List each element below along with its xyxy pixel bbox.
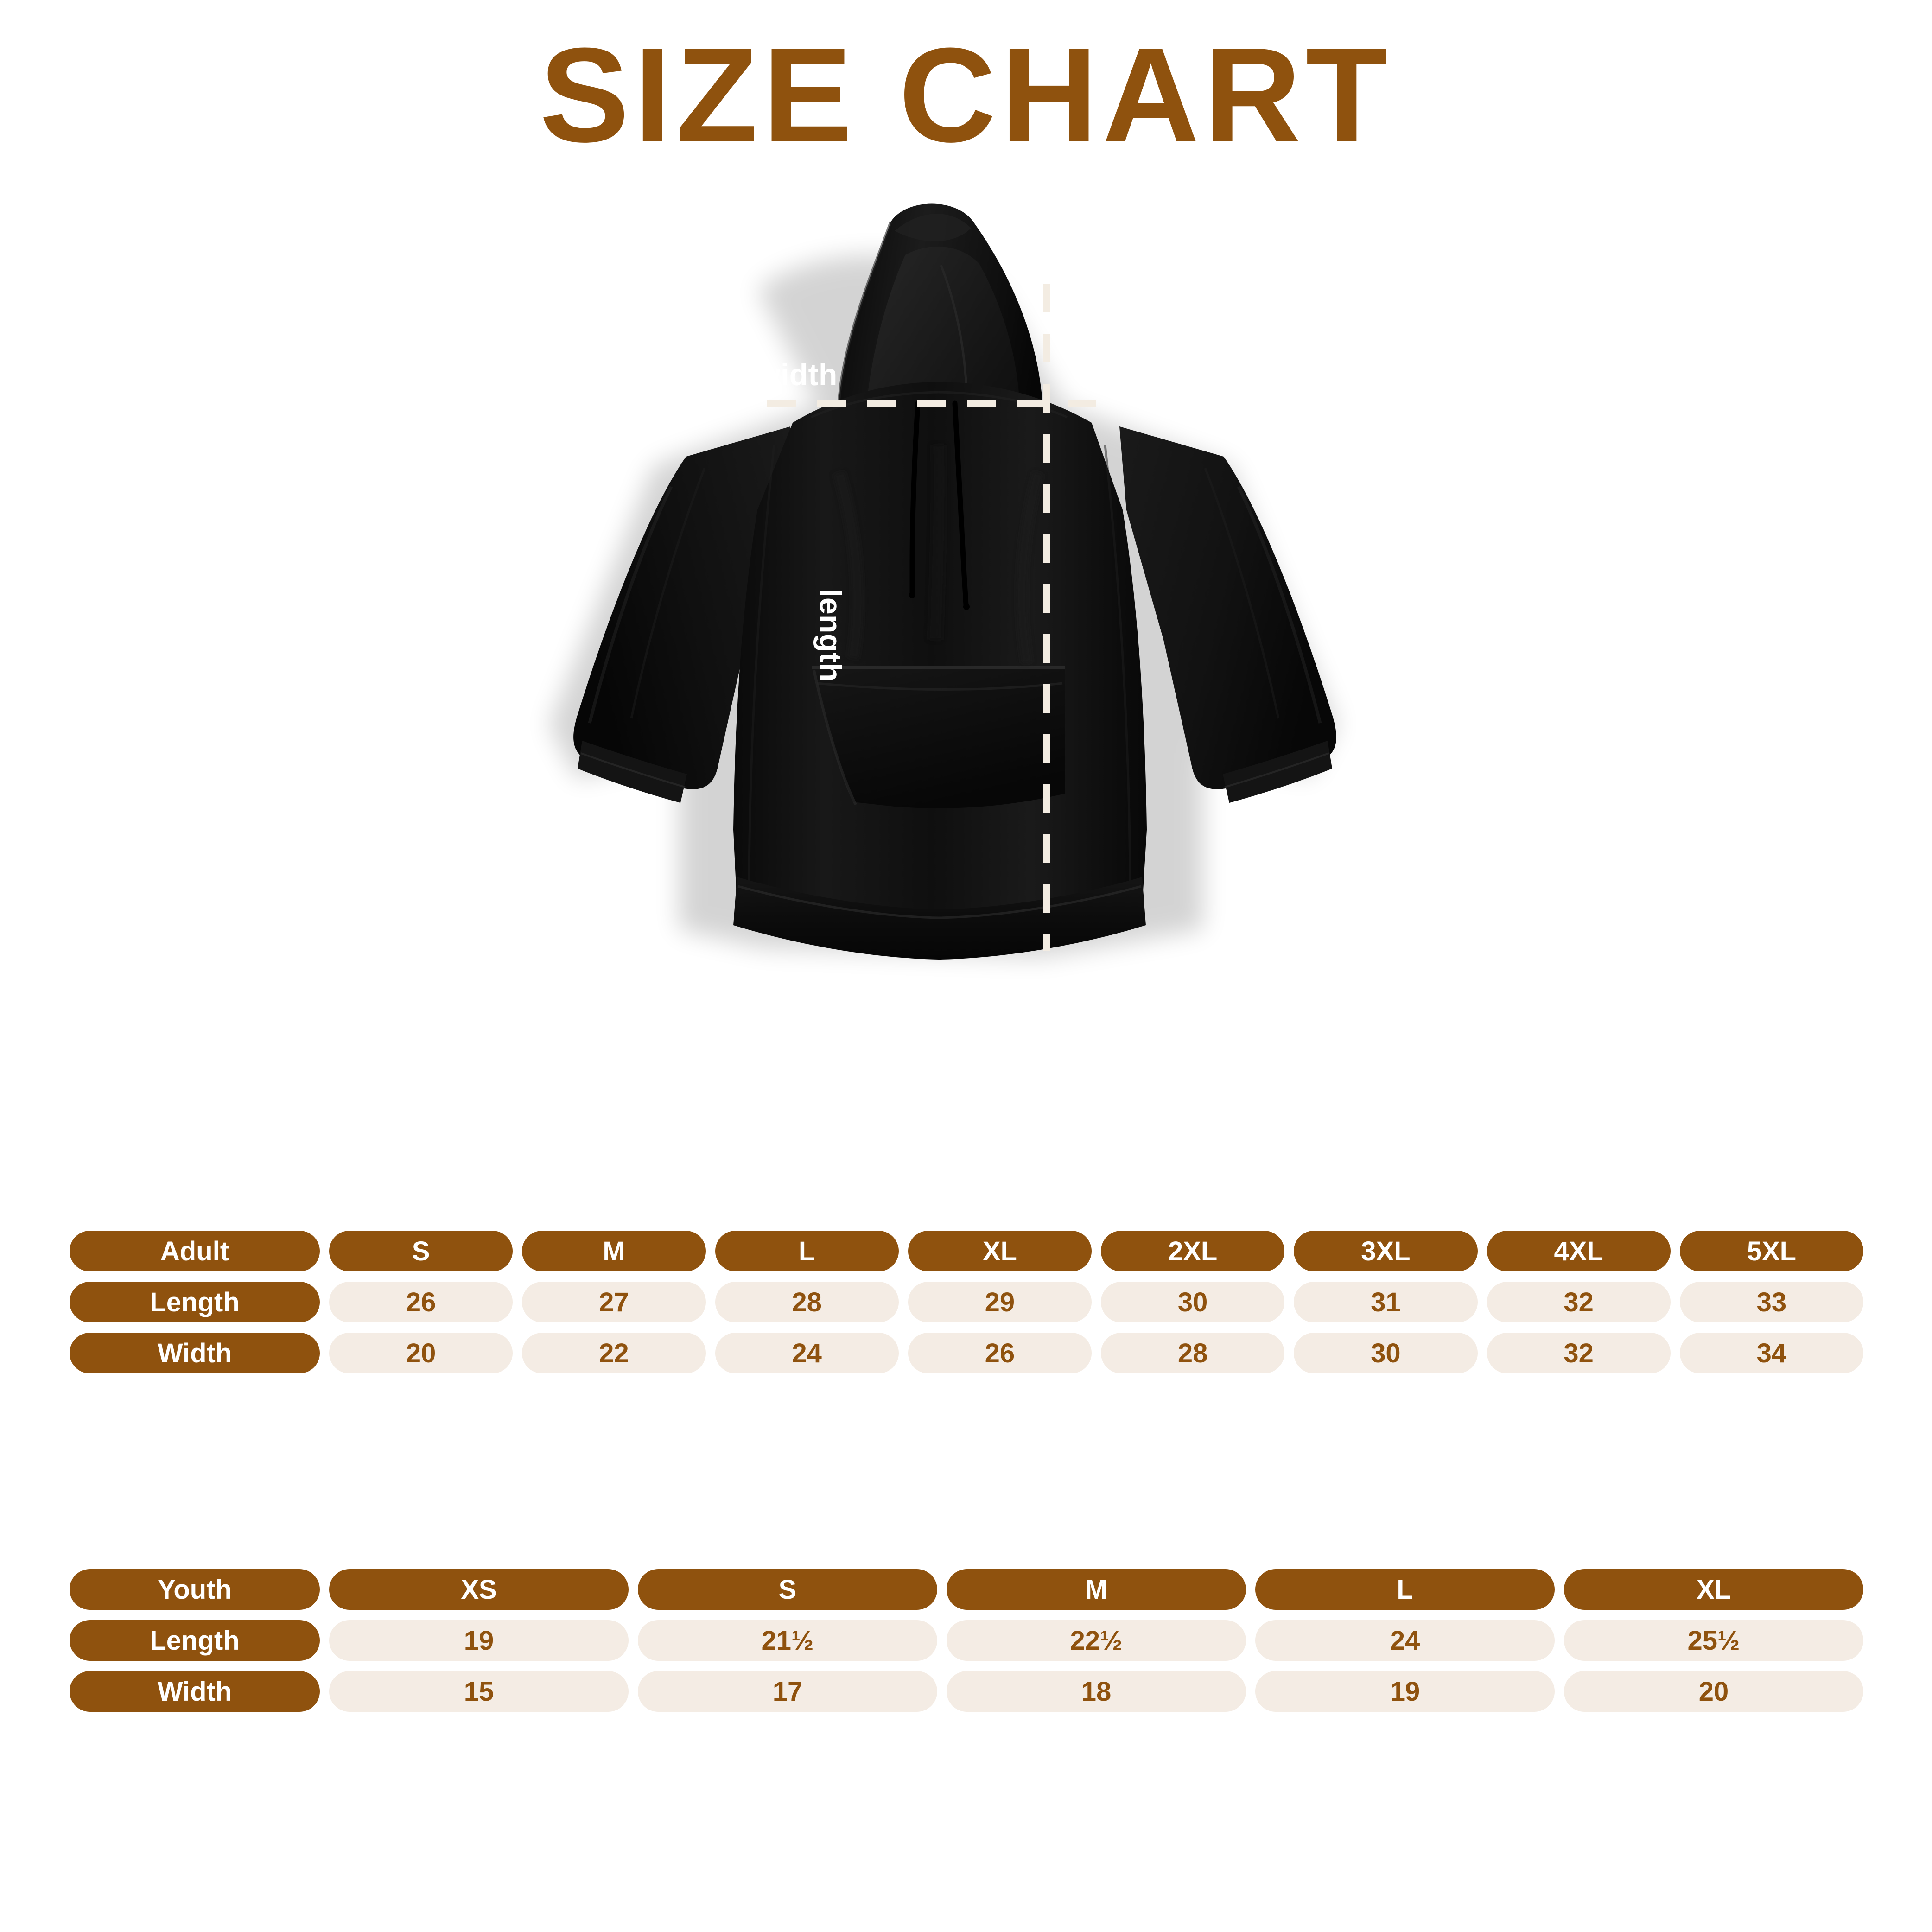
left-sleeve	[573, 426, 790, 803]
youth-length-m: 22½	[947, 1620, 1246, 1661]
adult-width-row: Width 20 22 24 26 28 30 32 34	[70, 1333, 1863, 1373]
adult-width-2xl: 28	[1101, 1333, 1285, 1373]
adult-width-l: 24	[715, 1333, 899, 1373]
youth-width-xl: 20	[1564, 1671, 1863, 1712]
adult-size-header-3xl[interactable]: 3XL	[1294, 1231, 1478, 1271]
adult-size-table: Adult S M L XL 2XL 3XL 4XL 5XL Length 26…	[70, 1231, 1863, 1384]
measurement-guides	[767, 284, 1099, 951]
youth-size-header-l[interactable]: L	[1255, 1569, 1555, 1610]
adult-length-4xl: 32	[1487, 1282, 1671, 1322]
youth-length-xl: 25½	[1564, 1620, 1863, 1661]
adult-width-xl: 26	[908, 1333, 1092, 1373]
youth-table-label: Youth	[70, 1569, 320, 1610]
hoodie-svg	[549, 203, 1337, 960]
adult-length-3xl: 31	[1294, 1282, 1478, 1322]
youth-length-s: 21½	[638, 1620, 937, 1661]
youth-width-s: 17	[638, 1671, 937, 1712]
youth-size-table: Youth XS S M L XL Length 19 21½ 22½ 24 2…	[70, 1569, 1863, 1722]
adult-width-5xl: 34	[1679, 1333, 1863, 1373]
adult-table-label: Adult	[70, 1231, 320, 1271]
youth-size-header-m[interactable]: M	[947, 1569, 1246, 1610]
adult-length-xl: 29	[908, 1282, 1092, 1322]
adult-width-s: 20	[329, 1333, 513, 1373]
width-measurement-label: width	[756, 357, 838, 392]
youth-width-label: Width	[70, 1671, 320, 1712]
youth-width-xs: 15	[329, 1671, 629, 1712]
youth-size-header-xl[interactable]: XL	[1564, 1569, 1863, 1610]
youth-size-header-s[interactable]: S	[638, 1569, 937, 1610]
adult-length-5xl: 33	[1679, 1282, 1863, 1322]
youth-size-header-xs[interactable]: XS	[329, 1569, 629, 1610]
adult-width-label: Width	[70, 1333, 320, 1373]
hoodie-illustration: width length	[487, 185, 1460, 1205]
youth-length-l: 24	[1255, 1620, 1555, 1661]
page-title: SIZE CHART	[540, 20, 1392, 170]
youth-width-row: Width 15 17 18 19 20	[70, 1671, 1863, 1712]
adult-size-header-m[interactable]: M	[522, 1231, 706, 1271]
youth-length-xs: 19	[329, 1620, 629, 1661]
adult-length-row: Length 26 27 28 29 30 31 32 33	[70, 1282, 1863, 1322]
adult-length-s: 26	[329, 1282, 513, 1322]
adult-size-header-s[interactable]: S	[329, 1231, 513, 1271]
youth-width-m: 18	[947, 1671, 1246, 1712]
youth-header-row: Youth XS S M L XL	[70, 1569, 1863, 1610]
adult-header-row: Adult S M L XL 2XL 3XL 4XL 5XL	[70, 1231, 1863, 1271]
adult-width-3xl: 30	[1294, 1333, 1478, 1373]
youth-width-l: 19	[1255, 1671, 1555, 1712]
hoodie-body	[733, 382, 1147, 960]
adult-size-header-5xl[interactable]: 5XL	[1679, 1231, 1863, 1271]
adult-length-l: 28	[715, 1282, 899, 1322]
youth-length-row: Length 19 21½ 22½ 24 25½	[70, 1620, 1863, 1661]
length-measurement-label: length	[813, 589, 848, 682]
adult-length-m: 27	[522, 1282, 706, 1322]
adult-width-m: 22	[522, 1333, 706, 1373]
adult-length-label: Length	[70, 1282, 320, 1322]
adult-size-header-4xl[interactable]: 4XL	[1487, 1231, 1671, 1271]
adult-size-header-2xl[interactable]: 2XL	[1101, 1231, 1285, 1271]
adult-length-2xl: 30	[1101, 1282, 1285, 1322]
adult-width-4xl: 32	[1487, 1333, 1671, 1373]
adult-size-header-l[interactable]: L	[715, 1231, 899, 1271]
right-sleeve	[1119, 426, 1336, 803]
adult-size-header-xl[interactable]: XL	[908, 1231, 1092, 1271]
youth-length-label: Length	[70, 1620, 320, 1661]
